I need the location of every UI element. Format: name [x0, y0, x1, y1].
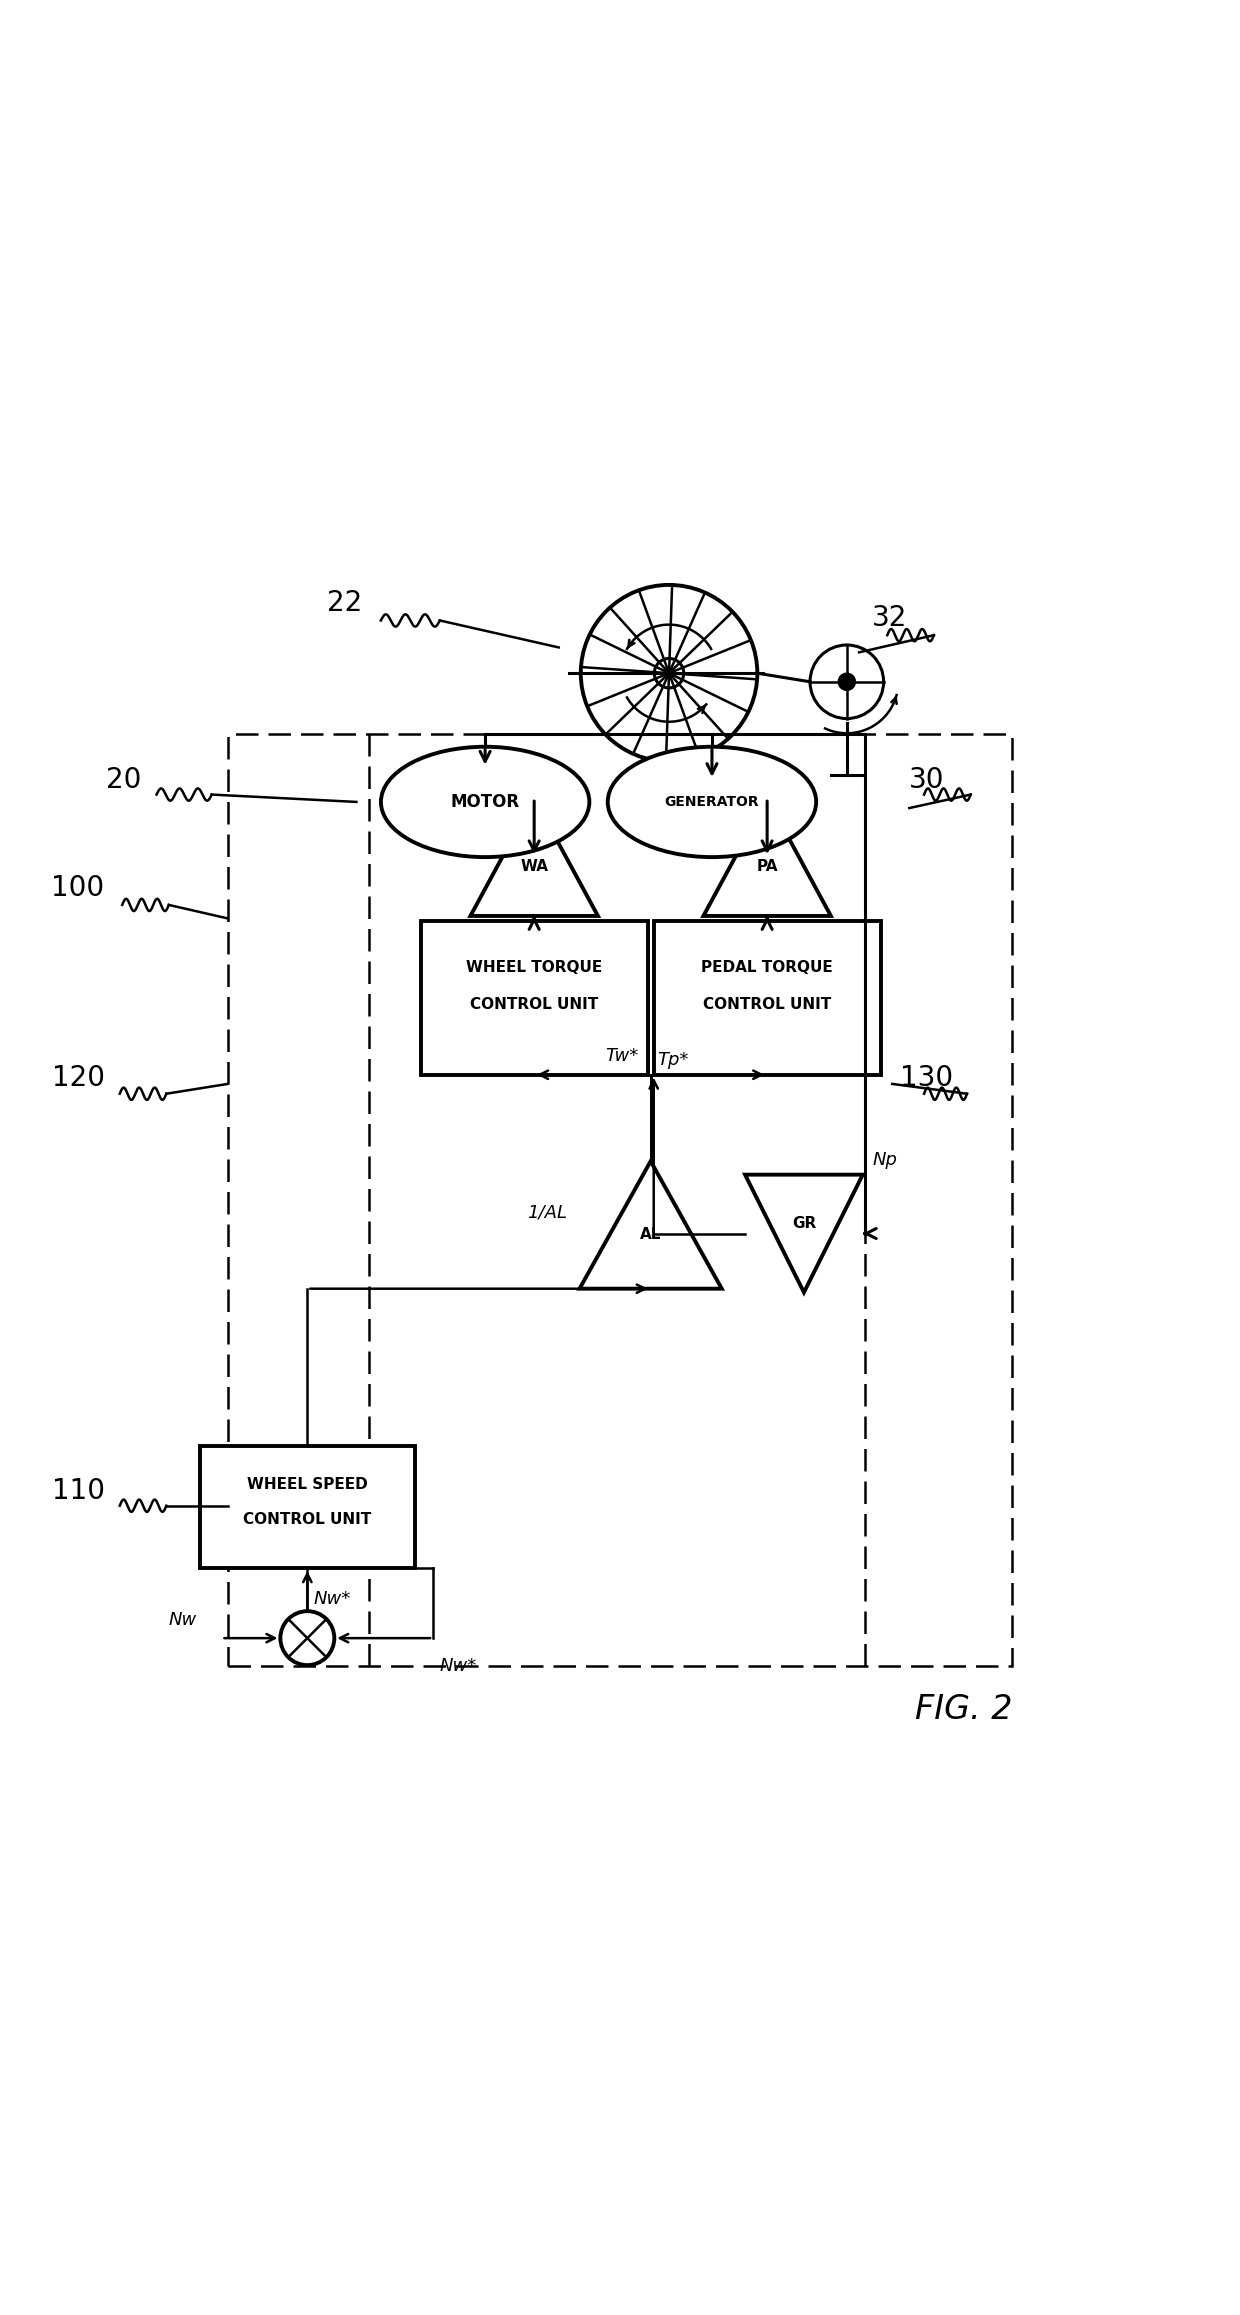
Text: Tw*: Tw* — [605, 1046, 639, 1065]
Text: 32: 32 — [872, 604, 908, 632]
Text: Nw*: Nw* — [314, 1590, 351, 1609]
Text: GENERATOR: GENERATOR — [665, 794, 759, 808]
Text: PEDAL TORQUE: PEDAL TORQUE — [702, 961, 833, 975]
Text: CONTROL UNIT: CONTROL UNIT — [470, 998, 598, 1012]
Text: Tp*: Tp* — [657, 1051, 688, 1070]
Ellipse shape — [608, 748, 816, 857]
Circle shape — [838, 674, 856, 690]
Bar — [200, 1445, 414, 1567]
Text: WA: WA — [520, 859, 548, 875]
Text: 100: 100 — [52, 873, 104, 903]
Text: Nw: Nw — [169, 1611, 197, 1630]
Polygon shape — [745, 1174, 863, 1292]
Ellipse shape — [381, 748, 589, 857]
Text: 120: 120 — [52, 1065, 104, 1093]
Circle shape — [280, 1611, 335, 1664]
Bar — [420, 921, 647, 1074]
Polygon shape — [470, 799, 598, 917]
Text: 130: 130 — [900, 1065, 954, 1093]
Bar — [653, 921, 880, 1074]
Text: GR: GR — [792, 1215, 816, 1232]
Text: 30: 30 — [909, 766, 945, 794]
Text: AL: AL — [640, 1227, 661, 1243]
Text: Nw*: Nw* — [439, 1658, 476, 1674]
Text: MOTOR: MOTOR — [450, 794, 520, 810]
Polygon shape — [703, 799, 831, 917]
Text: Np: Np — [873, 1151, 898, 1169]
Text: CONTROL UNIT: CONTROL UNIT — [243, 1512, 372, 1526]
Polygon shape — [579, 1162, 722, 1289]
Text: WHEEL SPEED: WHEEL SPEED — [247, 1477, 368, 1493]
Text: WHEEL TORQUE: WHEEL TORQUE — [466, 961, 603, 975]
Text: 22: 22 — [326, 590, 362, 618]
Text: FIG. 2: FIG. 2 — [915, 1692, 1012, 1725]
Bar — [228, 734, 1012, 1667]
Text: 110: 110 — [52, 1477, 104, 1505]
Text: CONTROL UNIT: CONTROL UNIT — [703, 998, 831, 1012]
Text: 1/AL: 1/AL — [527, 1204, 567, 1222]
Text: 20: 20 — [105, 766, 141, 794]
Text: PA: PA — [756, 859, 777, 875]
